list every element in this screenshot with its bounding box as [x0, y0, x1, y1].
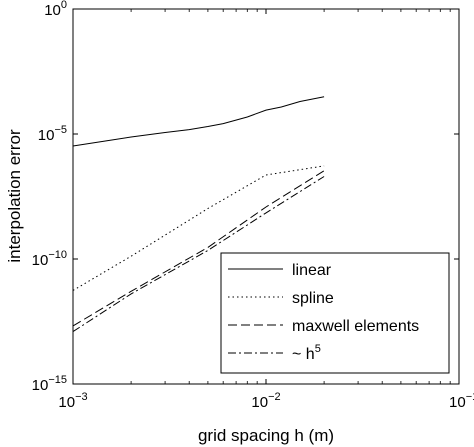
y-axis-ticks: 10−15 10−10 10−5 100	[32, 0, 459, 394]
y-tick-label: 10−10	[32, 249, 67, 269]
series-line-maxwell-elements	[72, 170, 325, 327]
series-line-linear	[72, 96, 325, 147]
legend: linear spline maxwell elements ~ h5	[220, 252, 450, 374]
legend-label-h5: ~ h5	[292, 343, 321, 363]
x-axis-label: grid spacing h (m)	[198, 426, 334, 445]
x-axis-ticks: 10−3 10−2 10−1	[58, 9, 474, 411]
x-tick-label: 10−2	[251, 391, 280, 411]
y-tick-label: 10−5	[38, 124, 67, 144]
series-line-spline	[72, 165, 325, 291]
legend-entries: linear spline maxwell elements ~ h5	[228, 262, 419, 363]
legend-label-spline: spline	[292, 290, 334, 307]
legend-label-linear: linear	[292, 262, 332, 279]
x-tick-label: 10−1	[449, 391, 474, 411]
y-axis-label: interpolation error	[5, 129, 24, 263]
legend-box	[220, 252, 450, 374]
y-tick-label: 10−15	[32, 374, 67, 394]
legend-label-maxwell-elements: maxwell elements	[292, 318, 419, 335]
y-tick-label: 100	[44, 0, 67, 19]
series-layer	[72, 96, 325, 333]
x-tick-label: 10−3	[58, 391, 87, 411]
